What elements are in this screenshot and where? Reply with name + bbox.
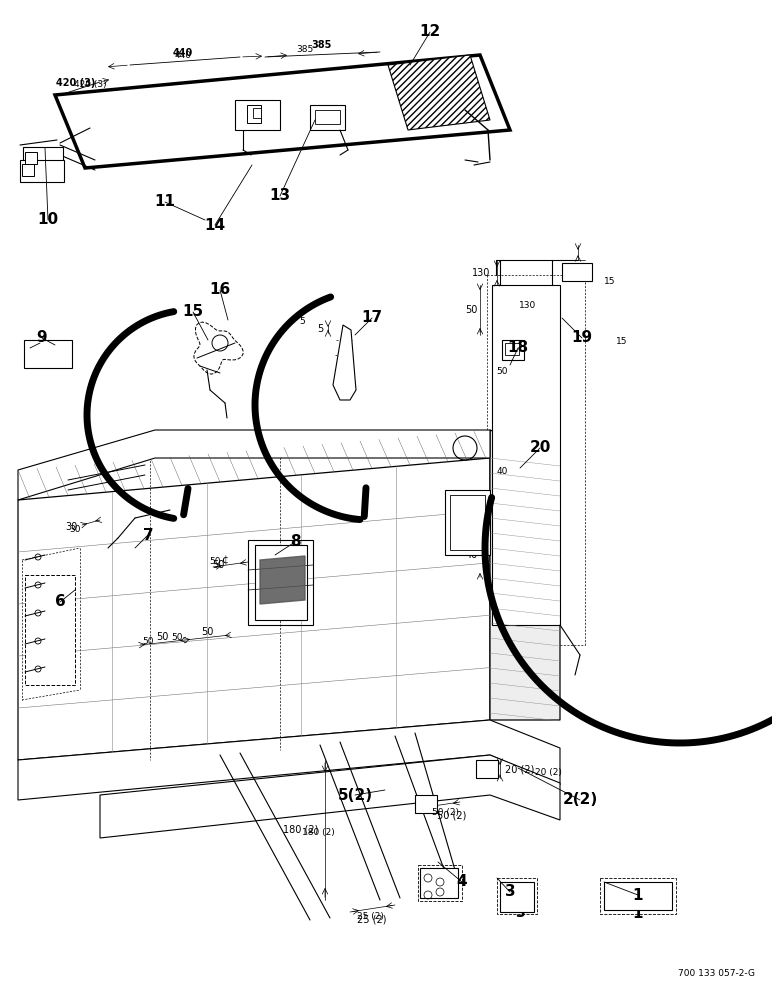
Text: 25 (2): 25 (2) <box>357 912 384 920</box>
Text: 18: 18 <box>507 340 529 356</box>
Bar <box>418 865 462 901</box>
Text: 50: 50 <box>466 305 478 315</box>
Bar <box>315 110 340 124</box>
Text: 17: 17 <box>361 310 383 326</box>
Polygon shape <box>18 458 490 760</box>
Bar <box>505 343 519 355</box>
Bar <box>492 285 560 625</box>
Polygon shape <box>388 55 490 130</box>
Text: 4: 4 <box>457 874 467 890</box>
Polygon shape <box>100 755 560 838</box>
Polygon shape <box>18 720 560 800</box>
Text: 5: 5 <box>317 324 323 334</box>
Text: 700 133 057-2-G: 700 133 057-2-G <box>678 969 755 978</box>
Text: 420 (3): 420 (3) <box>56 78 95 88</box>
Polygon shape <box>260 556 305 604</box>
Text: 8: 8 <box>290 534 300 550</box>
Bar <box>235 100 280 130</box>
Bar <box>497 878 537 914</box>
Bar <box>445 490 490 555</box>
Text: 5: 5 <box>299 318 305 326</box>
Bar <box>415 795 437 813</box>
Bar <box>310 105 345 130</box>
Bar <box>420 868 458 898</box>
Text: 16: 16 <box>209 282 231 298</box>
Text: 180 (2): 180 (2) <box>302 828 334 836</box>
Text: 50: 50 <box>156 632 168 642</box>
Text: 7: 7 <box>143 528 154 542</box>
Text: 12: 12 <box>419 24 441 39</box>
Bar <box>24 340 72 368</box>
Polygon shape <box>55 55 510 168</box>
Bar <box>248 540 313 625</box>
Text: 50: 50 <box>201 627 213 637</box>
Bar <box>500 882 534 912</box>
Bar <box>28 345 70 365</box>
Text: 40: 40 <box>466 550 478 560</box>
Text: 440: 440 <box>173 48 193 58</box>
Bar <box>25 575 75 685</box>
Text: 40: 40 <box>496 468 508 477</box>
Text: 10: 10 <box>37 213 59 228</box>
Bar <box>247 105 261 123</box>
Bar <box>600 878 676 914</box>
Text: 14: 14 <box>205 218 225 232</box>
Text: 6: 6 <box>55 594 66 609</box>
Text: 11: 11 <box>154 194 175 210</box>
Bar <box>450 495 485 550</box>
Text: 9: 9 <box>37 330 47 346</box>
Text: 20 (2): 20 (2) <box>505 764 534 774</box>
Text: 130: 130 <box>520 300 537 310</box>
Text: 5(2): 5(2) <box>337 788 373 802</box>
Text: ¢: ¢ <box>222 555 229 565</box>
Polygon shape <box>18 430 490 500</box>
Text: 30: 30 <box>66 522 78 532</box>
Text: 20: 20 <box>530 440 550 456</box>
Bar <box>255 545 307 620</box>
Text: 385: 385 <box>296 45 313 54</box>
Text: 420 (3): 420 (3) <box>73 80 107 89</box>
Polygon shape <box>490 430 560 720</box>
Text: 15: 15 <box>182 304 204 320</box>
Text: 50 (2): 50 (2) <box>432 808 459 816</box>
Text: 50: 50 <box>171 633 183 642</box>
Text: 30: 30 <box>69 526 81 534</box>
Bar <box>22 164 34 176</box>
Text: 3: 3 <box>515 906 525 920</box>
Bar <box>25 152 37 164</box>
Text: 3: 3 <box>505 884 516 900</box>
Polygon shape <box>333 325 356 400</box>
Text: 13: 13 <box>269 188 290 204</box>
Text: 25 (2): 25 (2) <box>357 914 387 924</box>
Bar <box>253 108 261 118</box>
Text: 19: 19 <box>571 330 593 346</box>
Text: 20 (2): 20 (2) <box>534 768 561 776</box>
Text: 440: 440 <box>174 51 191 60</box>
Text: 1: 1 <box>633 888 643 902</box>
Text: 50 (2): 50 (2) <box>437 810 467 820</box>
Bar <box>476 760 498 778</box>
Bar <box>604 882 672 910</box>
Text: 50: 50 <box>496 367 508 376</box>
Bar <box>20 160 64 182</box>
Bar <box>23 147 63 169</box>
Text: 15: 15 <box>604 277 616 286</box>
Text: 2(2): 2(2) <box>562 792 598 808</box>
Text: 50: 50 <box>142 637 154 646</box>
Text: 180 (2): 180 (2) <box>283 825 318 835</box>
Bar <box>502 340 524 360</box>
Text: 130: 130 <box>472 268 490 278</box>
Text: 1: 1 <box>633 906 643 921</box>
Text: 50: 50 <box>209 558 221 566</box>
Text: 15: 15 <box>616 338 628 347</box>
Text: 385: 385 <box>312 40 332 50</box>
Bar <box>562 263 592 281</box>
Polygon shape <box>194 322 243 374</box>
Text: 50: 50 <box>212 560 224 570</box>
